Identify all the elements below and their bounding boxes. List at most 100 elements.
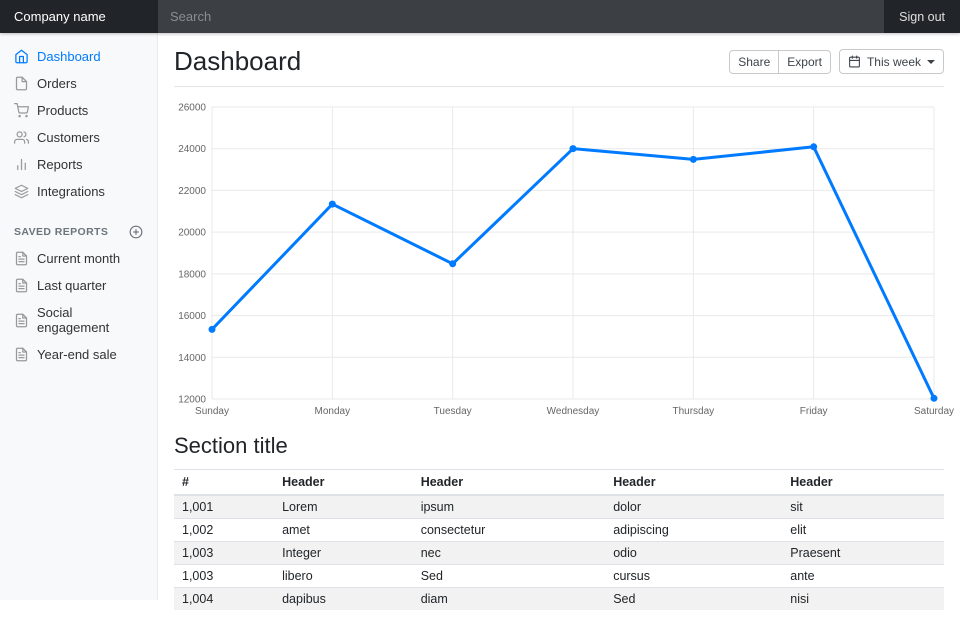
sidebar-item-integrations[interactable]: Integrations <box>0 178 157 205</box>
table-cell: nisi <box>782 588 944 611</box>
svg-text:Sunday: Sunday <box>195 406 229 417</box>
section-title: Section title <box>174 433 944 459</box>
svg-text:Saturday: Saturday <box>914 406 954 417</box>
table-cell: consectetur <box>413 519 606 542</box>
table-cell: Lorem <box>274 495 413 519</box>
plus-circle-icon[interactable] <box>129 225 143 239</box>
sidebar-item-products[interactable]: Products <box>0 97 157 124</box>
table-cell: Sed <box>605 588 782 611</box>
sidebar-item-customers[interactable]: Customers <box>0 124 157 151</box>
sidebar-item-label: Orders <box>37 76 77 91</box>
table-cell: 1,001 <box>174 495 274 519</box>
sidebar-item-last-quarter[interactable]: Last quarter <box>0 272 157 299</box>
bar-chart-icon <box>14 157 29 172</box>
table-cell: 1,003 <box>174 542 274 565</box>
svg-text:Wednesday: Wednesday <box>547 406 600 417</box>
sidebar-item-orders[interactable]: Orders <box>0 70 157 97</box>
saved-reports-heading: Saved reports <box>0 205 157 245</box>
sidebar-item-social-engagement[interactable]: Social engagement <box>0 299 157 341</box>
saved-reports-heading-label: Saved reports <box>14 226 108 238</box>
table-cell: dolor <box>605 495 782 519</box>
table-cell: 1,003 <box>174 565 274 588</box>
table-cell: 1,002 <box>174 519 274 542</box>
chevron-down-icon <box>927 60 935 64</box>
table-cell: sit <box>782 495 944 519</box>
table-cell: dapibus <box>274 588 413 611</box>
table-cell: Praesent <box>782 542 944 565</box>
svg-text:22000: 22000 <box>178 186 206 197</box>
sidebar-item-label: Reports <box>37 157 83 172</box>
svg-text:26000: 26000 <box>178 103 206 114</box>
table-cell: ipsum <box>413 495 606 519</box>
sidebar-item-year-end-sale[interactable]: Year-end sale <box>0 341 157 368</box>
file-text-icon <box>14 347 29 362</box>
sidebar-item-label: Customers <box>37 130 100 145</box>
signout-link[interactable]: Sign out <box>899 10 945 24</box>
sidebar-item-label: Dashboard <box>37 49 101 64</box>
users-icon <box>14 130 29 145</box>
calendar-icon <box>848 55 861 68</box>
file-text-icon <box>14 251 29 266</box>
sidebar-item-reports[interactable]: Reports <box>0 151 157 178</box>
week-dropdown-label: This week <box>867 56 921 68</box>
svg-text:Monday: Monday <box>315 406 351 417</box>
table-cell: 1,004 <box>174 588 274 611</box>
top-navbar: Company name Sign out <box>0 0 960 33</box>
svg-text:16000: 16000 <box>178 311 206 322</box>
svg-text:24000: 24000 <box>178 144 206 155</box>
file-text-icon <box>14 278 29 293</box>
table-cell: adipiscing <box>605 519 782 542</box>
table-cell: amet <box>274 519 413 542</box>
svg-text:14000: 14000 <box>178 353 206 364</box>
table-cell: Sed <box>413 565 606 588</box>
main-content: Dashboard Share Export This week 12000 14… <box>158 33 960 610</box>
share-export-group: Share Export <box>729 50 831 74</box>
sidebar-item-dashboard[interactable]: Dashboard <box>0 43 157 70</box>
sidebar-item-label: Social engagement <box>37 305 143 335</box>
sidebar: Dashboard Orders Products Customers Repo… <box>0 33 158 600</box>
table-cell: cursus <box>605 565 782 588</box>
shopping-cart-icon <box>14 103 29 118</box>
brand-link[interactable]: Company name <box>0 0 158 33</box>
table-header-cell: # <box>174 470 274 496</box>
svg-text:18000: 18000 <box>178 269 206 280</box>
share-button[interactable]: Share <box>729 50 779 74</box>
table-cell: ante <box>782 565 944 588</box>
table-cell: nec <box>413 542 606 565</box>
sidebar-item-label: Products <box>37 103 88 118</box>
home-icon <box>14 49 29 64</box>
file-text-icon <box>14 313 29 328</box>
page-title: Dashboard <box>174 46 301 77</box>
table-header-cell: Header <box>782 470 944 496</box>
sidebar-item-current-month[interactable]: Current month <box>0 245 157 272</box>
svg-text:Thursday: Thursday <box>672 406 714 417</box>
table-header-cell: Header <box>605 470 782 496</box>
line-chart: 12000 14000 16000 18000 20000 22000 24000 26000… <box>174 101 944 419</box>
toolbar: Share Export This week <box>729 49 944 74</box>
layers-icon <box>14 184 29 199</box>
page-header: Dashboard Share Export This week <box>174 33 944 87</box>
table-header-cell: Header <box>413 470 606 496</box>
svg-text:12000: 12000 <box>178 395 206 406</box>
svg-text:Tuesday: Tuesday <box>434 406 472 417</box>
table-header-cell: Header <box>274 470 413 496</box>
svg-text:Friday: Friday <box>800 406 828 417</box>
table-cell: libero <box>274 565 413 588</box>
week-dropdown-button[interactable]: This week <box>839 49 944 74</box>
export-button[interactable]: Export <box>779 50 831 74</box>
sidebar-item-label: Current month <box>37 251 120 266</box>
search-input[interactable] <box>158 0 884 33</box>
sidebar-item-label: Integrations <box>37 184 105 199</box>
table-cell: Integer <box>274 542 413 565</box>
table-cell: diam <box>413 588 606 611</box>
svg-text:20000: 20000 <box>178 228 206 239</box>
table-cell: elit <box>782 519 944 542</box>
